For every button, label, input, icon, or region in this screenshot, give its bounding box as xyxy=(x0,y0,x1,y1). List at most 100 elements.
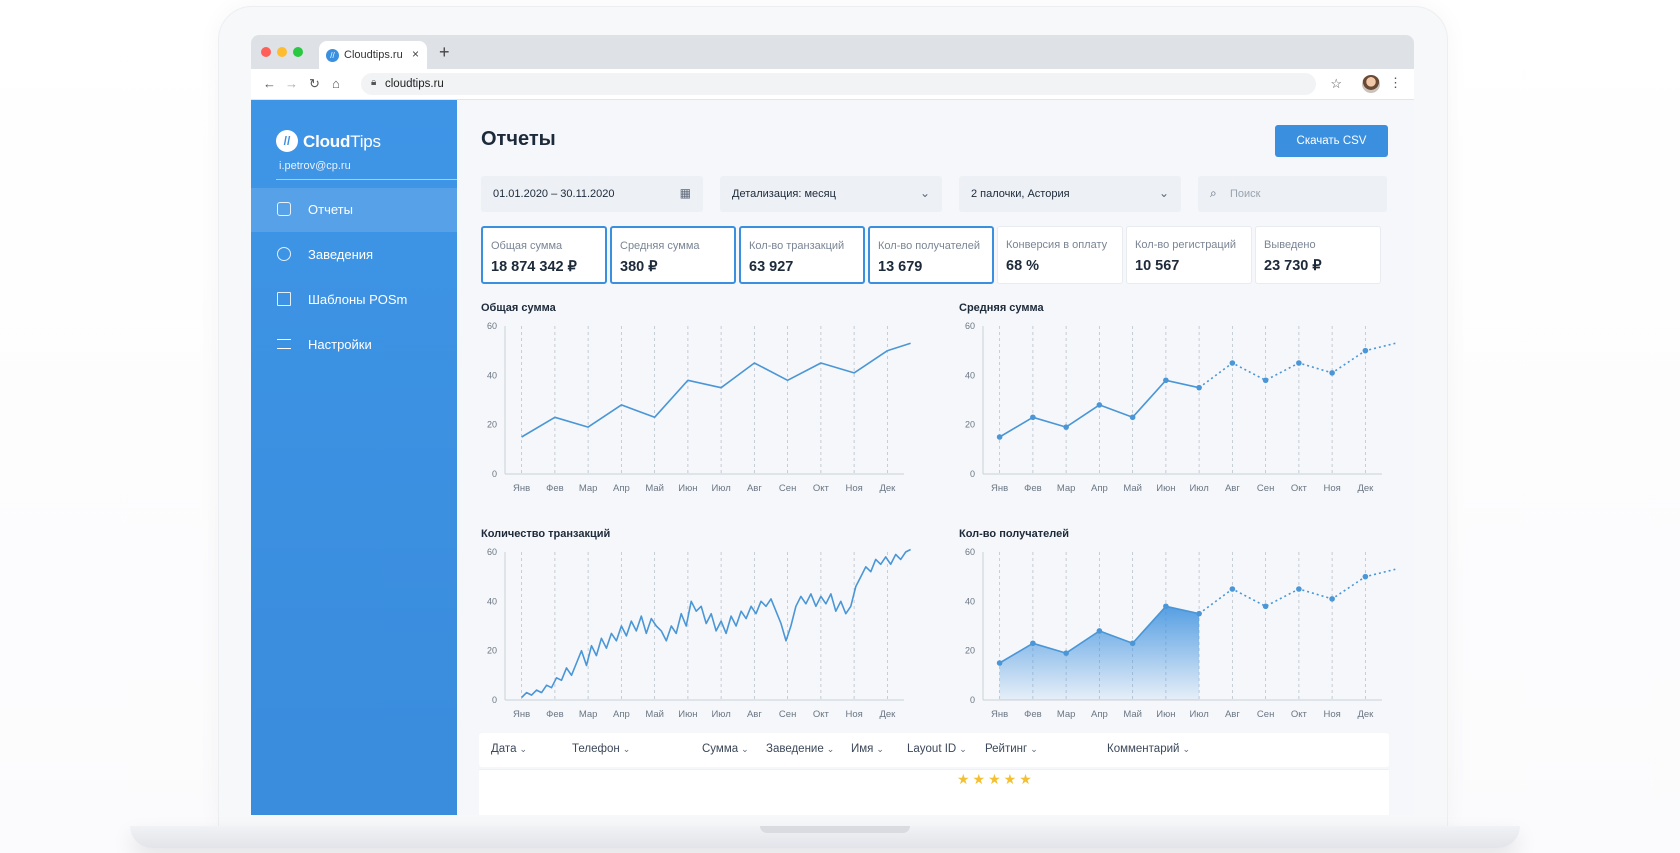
reload-icon[interactable]: ↻ xyxy=(309,76,320,91)
kpi-card-total[interactable]: Общая сумма 18 874 342 ₽ xyxy=(481,226,607,284)
column-label: Дата xyxy=(491,743,517,755)
y-tick-label: 40 xyxy=(965,596,975,606)
x-tick-label: Фев xyxy=(1024,709,1042,720)
browser-tab[interactable]: // Cloudtips.ru × xyxy=(319,41,427,69)
data-point xyxy=(996,660,1003,666)
browser-toolbar: ← → ↻ ⌂ 🔒︎ cloudtips.ru ☆ ⋮ xyxy=(251,69,1414,100)
kpi-value: 63 927 xyxy=(749,259,794,275)
data-point xyxy=(1063,650,1069,656)
data-point xyxy=(1096,628,1103,634)
download-csv-button[interactable]: Скачать CSV xyxy=(1275,125,1388,157)
kpi-label: Кол-во получателей xyxy=(878,240,980,252)
x-tick-label: Авг xyxy=(747,709,762,720)
sidebar-item-reports[interactable]: Отчеты xyxy=(251,188,457,232)
kpi-card-recipients[interactable]: Кол-во получателей 13 679 xyxy=(868,226,994,284)
sidebar-item-label: Шаблоны POSm xyxy=(308,292,408,307)
column-header-rating[interactable]: Рейтинг ⌄ xyxy=(985,743,1038,755)
sidebar-item-settings[interactable]: Настройки xyxy=(251,323,457,367)
search-icon: ⌕ xyxy=(1210,186,1217,200)
chart-title: Кол-во получателей xyxy=(959,528,1069,540)
chevron-down-icon: ⌄ xyxy=(1158,186,1169,200)
maximize-window-button[interactable] xyxy=(293,47,303,57)
table-header: Дата ⌄ Телефон ⌄ Сумма ⌄ Заведение ⌄ Имя ⌄ La… xyxy=(479,733,1389,767)
x-tick-label: Мар xyxy=(1057,709,1076,720)
data-point xyxy=(1296,586,1302,592)
x-tick-label: Июл xyxy=(1189,709,1208,720)
rating-stars: ★★★★★ xyxy=(957,771,1035,787)
minimize-window-button[interactable] xyxy=(277,47,287,57)
y-tick-label: 20 xyxy=(965,420,975,430)
kpi-card-withdrawn[interactable]: Выведено 23 730 ₽ xyxy=(1255,226,1381,284)
column-header-layout-id[interactable]: Layout ID ⌄ xyxy=(907,743,967,755)
chart-average-sum: 0 20 40 60 Янв Фев Мар Апр Май Июн Июл Авг Сен Окт Ноя… xyxy=(965,321,1396,494)
search-input[interactable] xyxy=(1230,185,1370,203)
sidebar-item-venues[interactable]: Заведения xyxy=(251,233,457,277)
kpi-card-transactions[interactable]: Кол-во транзакций 63 927 xyxy=(739,226,865,284)
data-point xyxy=(1262,377,1269,384)
data-point xyxy=(1196,610,1202,617)
home-icon[interactable]: ⌂ xyxy=(332,76,340,91)
kpi-label: Кол-во регистраций xyxy=(1135,239,1237,251)
series-line xyxy=(521,548,911,699)
data-point xyxy=(1296,360,1302,366)
column-header-venue[interactable]: Заведение ⌄ xyxy=(766,743,835,755)
x-tick-label: Авг xyxy=(1225,709,1240,720)
data-point xyxy=(1229,360,1236,366)
profile-avatar[interactable] xyxy=(1362,75,1380,93)
close-window-button[interactable] xyxy=(261,47,271,57)
kpi-label: Общая сумма xyxy=(491,240,563,252)
data-point xyxy=(1163,377,1169,384)
x-tick-label: Ноя xyxy=(845,709,862,720)
laptop-notch xyxy=(760,826,910,833)
chevron-down-icon: ⌄ xyxy=(919,186,930,200)
chart-title: Общая сумма xyxy=(481,302,556,314)
data-point xyxy=(1362,347,1369,354)
date-range-picker[interactable]: 01.01.2020 – 30.11.2020 ▦ xyxy=(481,176,703,212)
y-tick-label: 40 xyxy=(965,370,975,380)
y-tick-label: 60 xyxy=(965,321,975,331)
back-arrow-icon[interactable]: ← xyxy=(263,76,276,91)
column-header-date[interactable]: Дата ⌄ xyxy=(491,743,528,755)
kpi-card-registrations[interactable]: Кол-во регистраций 10 567 xyxy=(1126,226,1252,284)
tab-close-icon[interactable]: × xyxy=(411,47,419,61)
kpi-label: Средняя сумма xyxy=(620,240,700,252)
x-tick-label: Сен xyxy=(1257,709,1274,720)
data-point xyxy=(1163,603,1169,610)
column-header-phone[interactable]: Телефон ⌄ xyxy=(572,743,631,755)
y-tick-label: 20 xyxy=(487,420,497,430)
data-point xyxy=(1329,596,1335,602)
sidebar-item-templates[interactable]: Шаблоны POSm xyxy=(251,278,457,322)
table-row[interactable]: ★★★★★ xyxy=(479,769,1389,815)
x-tick-label: Янв xyxy=(991,483,1008,494)
x-tick-label: Май xyxy=(1123,483,1142,494)
kpi-value: 68 % xyxy=(1006,258,1040,274)
x-tick-label: Июн xyxy=(1156,709,1175,720)
column-header-amount[interactable]: Сумма ⌄ xyxy=(702,743,749,755)
more-menu-icon[interactable]: ⋮ xyxy=(1389,75,1402,90)
data-point xyxy=(1030,414,1036,421)
column-header-comment[interactable]: Комментарий ⌄ xyxy=(1107,743,1190,755)
kpi-card-conversion[interactable]: Конверсия в оплату 68 % xyxy=(997,226,1123,284)
column-header-name[interactable]: Имя ⌄ xyxy=(851,743,884,755)
column-label: Сумма xyxy=(702,743,739,755)
kpi-value: 23 730 ₽ xyxy=(1264,258,1322,274)
x-tick-label: Июл xyxy=(711,709,730,720)
data-point xyxy=(1262,603,1269,610)
x-tick-label: Мар xyxy=(579,483,598,494)
sidebar-item-label: Заведения xyxy=(308,247,374,262)
address-bar[interactable]: 🔒︎ cloudtips.ru xyxy=(361,73,1316,95)
template-icon xyxy=(277,292,291,306)
kpi-label: Конверсия в оплату xyxy=(1006,239,1108,251)
kpi-card-average[interactable]: Средняя сумма 380 ₽ xyxy=(610,226,736,284)
x-tick-label: Ноя xyxy=(845,483,862,494)
series-line xyxy=(521,342,911,438)
bookmark-star-icon[interactable]: ☆ xyxy=(1330,76,1342,91)
x-tick-label: Май xyxy=(1123,709,1142,720)
venue-select[interactable]: 2 палочки, Астория ⌄ xyxy=(959,176,1181,212)
x-tick-label: Апр xyxy=(613,483,630,494)
forward-arrow-icon[interactable]: → xyxy=(285,76,298,91)
x-tick-label: Июл xyxy=(1189,483,1208,494)
search-box: ⌕ xyxy=(1198,176,1387,212)
detail-select[interactable]: Детализация: месяц ⌄ xyxy=(720,176,942,212)
new-tab-icon[interactable]: + xyxy=(439,42,450,62)
